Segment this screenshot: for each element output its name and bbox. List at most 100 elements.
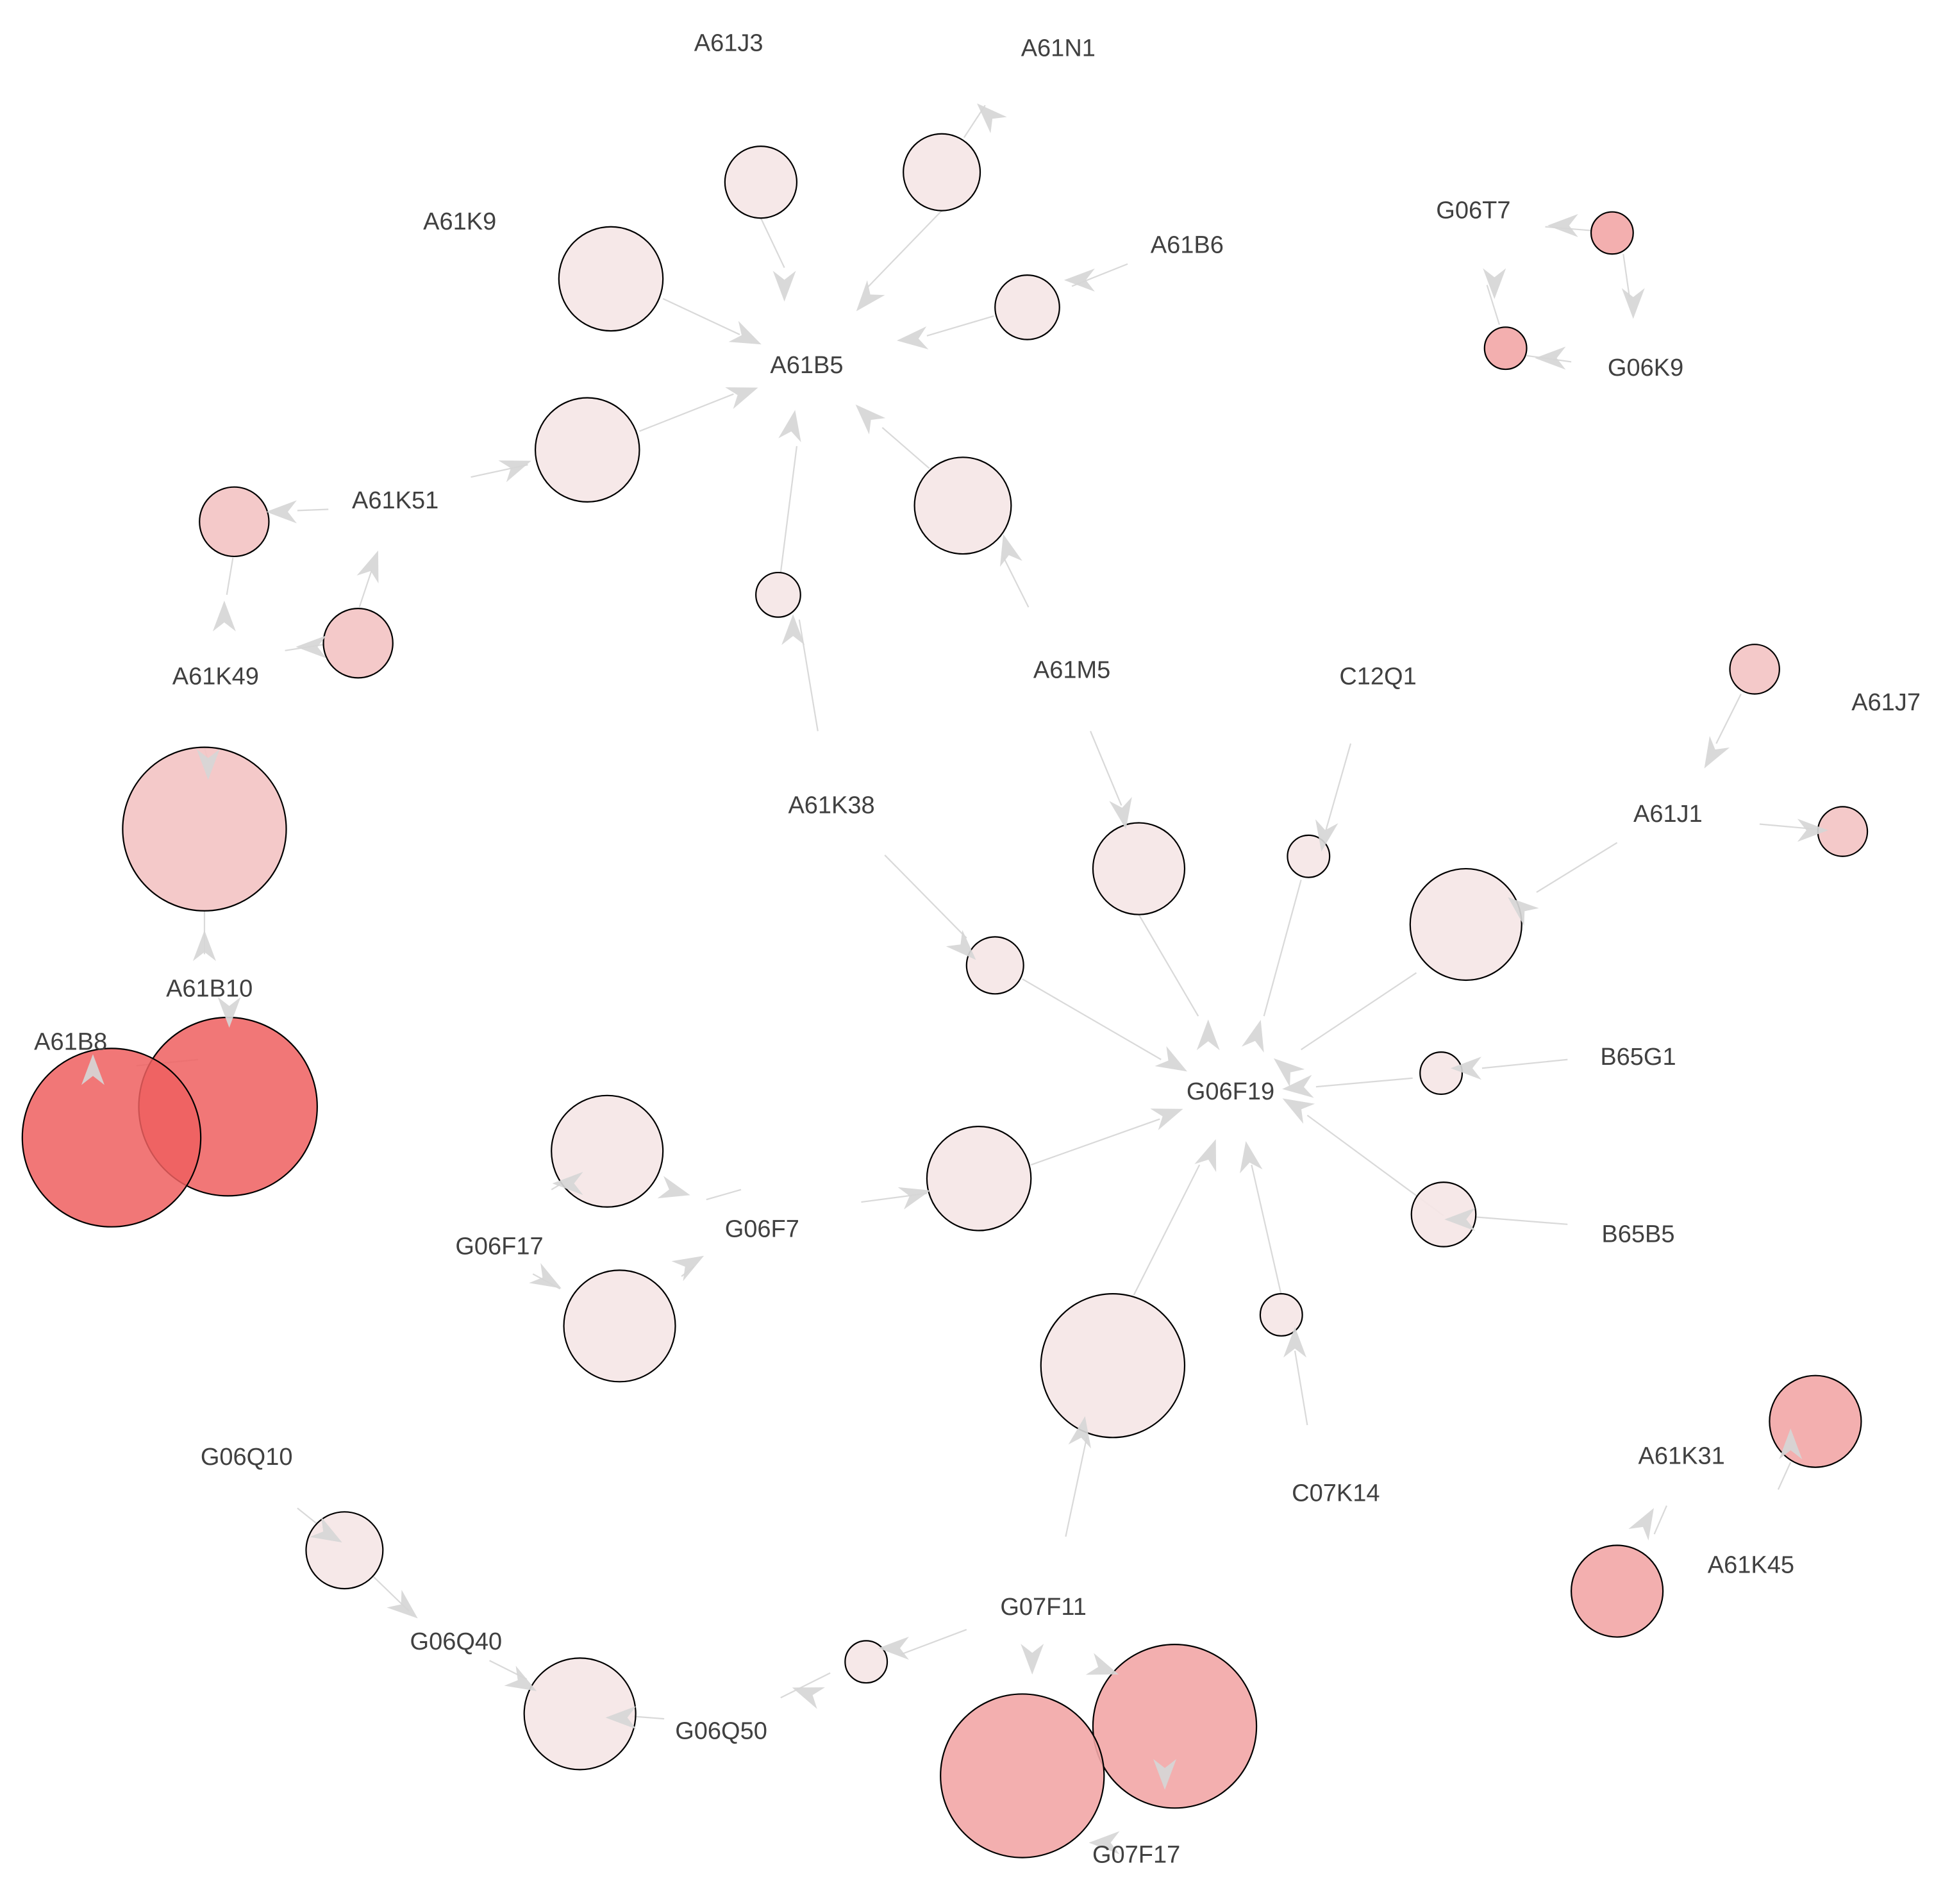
graph-node [994,274,1060,340]
arrowhead [1282,1098,1315,1124]
arrowhead [1283,1326,1307,1358]
graph-node [965,936,1024,995]
graph-node [1259,1292,1303,1337]
edge-line [1138,914,1199,1017]
node-label-a61j7: A61J7 [1851,689,1921,716]
arrowhead [855,404,886,435]
node-label-a61b8: A61B8 [34,1029,107,1056]
arrowhead [266,500,297,524]
edge-line [900,1628,967,1655]
arrowhead [1109,797,1132,830]
arrowhead [504,1666,537,1691]
node-label-a61m5: A61M5 [1033,657,1110,684]
arrowhead [728,321,762,345]
arrowhead [498,460,531,483]
edge-line [1315,1077,1413,1088]
node-label-g06f17: G06F17 [455,1233,543,1260]
node-label-a61k9: A61K9 [423,208,496,235]
graph-node [1092,822,1186,915]
node-label-g06k9: G06K9 [1608,355,1683,381]
arrowhead [946,930,976,960]
arrowhead [1450,1056,1481,1080]
arrowhead [217,997,241,1028]
labels-layer: A61J3 A61N1 A61K9 A61B6 A61B5 G06T7 G06K9 A61K5… [34,30,1921,1869]
node-label-g06f7: G06F7 [725,1216,799,1243]
arrowhead [1535,346,1566,370]
arrowhead [1000,534,1022,567]
arrowhead [1240,1140,1263,1174]
edge-line [226,557,234,596]
graph-node [122,746,287,912]
arrowhead [856,280,885,312]
edge-line [760,217,785,269]
node-label-a61b5: A61B5 [770,352,843,379]
arrowhead [1483,268,1506,299]
graph-node [1040,1292,1186,1439]
edge-line [926,315,994,337]
arrowheads-layer [81,103,1828,1855]
arrowhead [772,271,796,302]
node-label-a61j1: A61J1 [1633,801,1703,828]
arrowhead [1315,819,1338,852]
edge-line [780,1672,831,1699]
node-label-g06f19: G06F19 [1187,1078,1274,1105]
graph-node [305,1511,384,1590]
arrowhead [1063,268,1095,292]
arrowhead [1241,1019,1264,1053]
arrowhead [1621,288,1645,319]
node-label-a61k45: A61K45 [1708,1551,1794,1578]
edge-line [1294,1350,1308,1426]
graph-node [1410,1182,1477,1248]
graph-node [523,1657,637,1771]
edge-line [1474,1216,1568,1225]
graph-node [563,1269,676,1383]
edge-line [1022,978,1162,1060]
node-label-g07f17: G07F17 [1092,1842,1180,1869]
edge-line [358,569,372,608]
edge-line [631,1716,665,1720]
edge-line [1301,972,1417,1051]
node-label-c12q1: C12Q1 [1339,663,1416,690]
edge-line [297,508,329,512]
arrowhead [529,1263,562,1289]
arrowhead [1068,1416,1091,1449]
arrowhead [1153,1758,1177,1790]
arrowhead [896,326,929,349]
graph-node [926,1126,1032,1232]
arrowhead [1150,1108,1183,1131]
arrowhead [1155,1046,1187,1072]
arrowhead [1444,1208,1476,1232]
graph-node [551,1094,664,1208]
graph-node [913,456,1012,555]
graph-node [1409,867,1522,981]
arrowhead [1194,1139,1217,1173]
arrowhead [1628,1508,1654,1541]
edge-line [639,393,734,432]
node-label-b65g1: B65G1 [1600,1044,1676,1071]
arrowhead [1196,1019,1220,1051]
node-label-g06t7: G06T7 [1436,197,1510,224]
graph-node [724,145,798,219]
arrowhead [897,1187,931,1210]
node-label-a61n1: A61N1 [1021,35,1096,62]
node-label-g07f11: G07F11 [1000,1594,1086,1621]
graph-node [755,571,801,618]
node-label-c07k14: C07K14 [1292,1480,1380,1507]
arrowhead [1088,1831,1120,1855]
graph-node [199,486,270,558]
edge-line [1133,1164,1201,1296]
graph-node [1590,211,1634,255]
arrowhead [1085,1653,1119,1675]
arrowhead [1273,1058,1305,1087]
arrowhead [1779,1428,1803,1460]
edge-line [1715,694,1742,744]
edge-line [1090,731,1122,806]
arrowhead [725,387,758,410]
edge-line [1030,1118,1160,1166]
arrowhead [192,930,216,962]
arrowhead [296,635,327,659]
arrowhead [387,1589,418,1619]
graph-node [558,226,664,332]
arrowhead [1797,819,1828,842]
